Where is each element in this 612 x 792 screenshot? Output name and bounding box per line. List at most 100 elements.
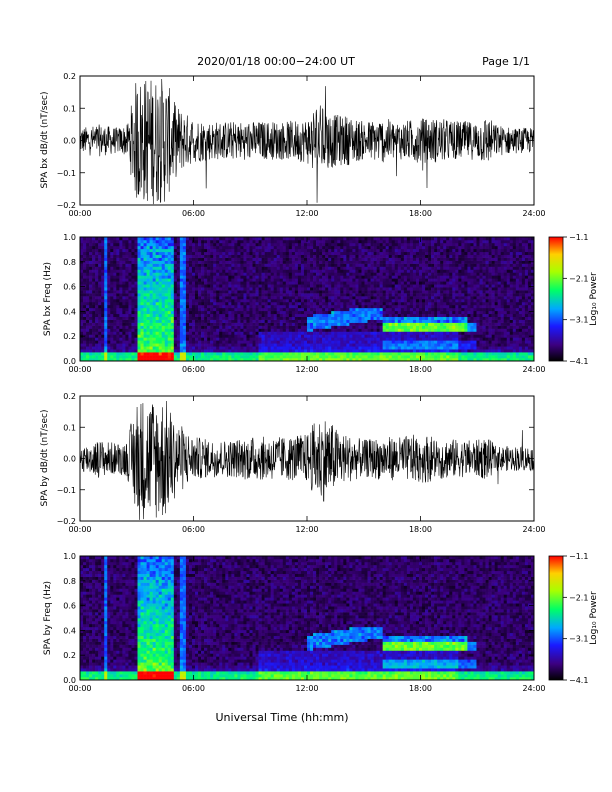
heatmap-cell bbox=[425, 316, 429, 320]
heatmap-cell bbox=[425, 272, 429, 276]
x-tick-label: 00:00 bbox=[68, 209, 91, 218]
heatmap-cell bbox=[267, 257, 271, 261]
heatmap-cell bbox=[167, 245, 172, 250]
heatmap-cell bbox=[128, 299, 132, 303]
heatmap-cell bbox=[152, 296, 156, 300]
heatmap-cell bbox=[240, 319, 244, 323]
heatmap-cell bbox=[228, 260, 232, 264]
heatmap-cell bbox=[340, 328, 344, 332]
heatmap-cell bbox=[412, 260, 417, 264]
heatmap-cell bbox=[240, 251, 244, 256]
heatmap-cell bbox=[322, 343, 326, 347]
heatmap-cell bbox=[110, 245, 114, 250]
heatmap-cell bbox=[219, 299, 223, 303]
heatmap-cell bbox=[409, 340, 414, 344]
heatmap-cell bbox=[80, 272, 84, 276]
heatmap-cell bbox=[122, 263, 126, 267]
heatmap-cell bbox=[364, 284, 368, 288]
heatmap-cell bbox=[237, 296, 241, 300]
heatmap-cell bbox=[152, 237, 156, 241]
heatmap-cell bbox=[334, 299, 338, 303]
heatmap-cell bbox=[252, 322, 256, 326]
heatmap-cell bbox=[182, 263, 187, 267]
heatmap-cell bbox=[388, 293, 393, 297]
heatmap-cell bbox=[370, 337, 374, 341]
heatmap-cell bbox=[434, 242, 438, 247]
heatmap-cell bbox=[349, 251, 353, 256]
heatmap-cell bbox=[409, 322, 414, 326]
heatmap-cell bbox=[379, 340, 383, 344]
heatmap-cell bbox=[234, 275, 238, 279]
heatmap-cell bbox=[170, 251, 175, 256]
heatmap-cell bbox=[140, 313, 144, 318]
heatmap-cell bbox=[382, 313, 386, 318]
heatmap-cell bbox=[176, 343, 181, 347]
heatmap-cell bbox=[164, 269, 169, 273]
heatmap-cell bbox=[191, 313, 196, 318]
heatmap-cell bbox=[267, 301, 271, 306]
heatmap-cell bbox=[92, 290, 96, 294]
heatmap-cell bbox=[104, 343, 108, 347]
heatmap-cell bbox=[379, 316, 383, 320]
heatmap-cell bbox=[352, 293, 356, 297]
heatmap-cell bbox=[131, 242, 135, 247]
heatmap-cell bbox=[137, 299, 141, 303]
heatmap-cell bbox=[349, 242, 353, 247]
heatmap-cell bbox=[288, 278, 293, 282]
heatmap-cell bbox=[195, 254, 199, 258]
heatmap-cell bbox=[116, 325, 120, 329]
heatmap-cell bbox=[346, 278, 350, 282]
heatmap-cell bbox=[116, 310, 120, 315]
heatmap-cell bbox=[325, 316, 329, 320]
heatmap-cell bbox=[394, 251, 399, 256]
heatmap-cell bbox=[198, 331, 202, 335]
heatmap-cell bbox=[137, 346, 141, 350]
heatmap-cell bbox=[358, 293, 362, 297]
heatmap-cell bbox=[225, 290, 229, 294]
heatmap-cell bbox=[95, 322, 99, 326]
heatmap-cell bbox=[122, 340, 126, 344]
heatmap-cell bbox=[358, 266, 362, 270]
heatmap-cell bbox=[243, 242, 247, 247]
heatmap-cell bbox=[83, 290, 87, 294]
heatmap-cell bbox=[422, 301, 426, 306]
heatmap-cell bbox=[119, 278, 123, 282]
heatmap-cell bbox=[210, 237, 214, 241]
heatmap-cell bbox=[89, 296, 93, 300]
heatmap-cell bbox=[328, 310, 332, 315]
heatmap-cell bbox=[334, 307, 338, 312]
heatmap-cell bbox=[137, 284, 141, 288]
heatmap-cell bbox=[285, 245, 290, 250]
heatmap-cell bbox=[310, 337, 314, 341]
heatmap-cell bbox=[300, 237, 305, 241]
heatmap-cell bbox=[325, 263, 329, 267]
heatmap-cell bbox=[98, 349, 102, 353]
heatmap-cell bbox=[143, 346, 147, 350]
heatmap-cell bbox=[167, 278, 172, 282]
heatmap-cell bbox=[252, 237, 256, 241]
heatmap-cell bbox=[279, 260, 284, 264]
heatmap-cell bbox=[225, 272, 229, 276]
heatmap-cell bbox=[104, 299, 108, 303]
heatmap-cell bbox=[394, 245, 399, 250]
heatmap-cell bbox=[191, 334, 196, 338]
heatmap-cell bbox=[86, 248, 90, 253]
heatmap-cell bbox=[397, 346, 402, 350]
heatmap-cell bbox=[188, 343, 193, 347]
heatmap-cell bbox=[155, 290, 159, 294]
heatmap-cell bbox=[322, 254, 326, 258]
heatmap-cell bbox=[394, 278, 399, 282]
heatmap-cell bbox=[361, 242, 365, 247]
heatmap-cell bbox=[355, 239, 359, 244]
heatmap-cell bbox=[397, 304, 402, 309]
heatmap-cell bbox=[325, 290, 329, 294]
heatmap-cell bbox=[403, 355, 408, 359]
heatmap-cell bbox=[391, 334, 396, 338]
heatmap-cell bbox=[379, 293, 383, 297]
heatmap-cell bbox=[101, 349, 105, 353]
heatmap-cell bbox=[155, 281, 159, 285]
heatmap-cell bbox=[276, 307, 281, 312]
heatmap-cell bbox=[334, 313, 338, 318]
heatmap-cell bbox=[425, 331, 429, 335]
heatmap-cell bbox=[255, 245, 259, 250]
